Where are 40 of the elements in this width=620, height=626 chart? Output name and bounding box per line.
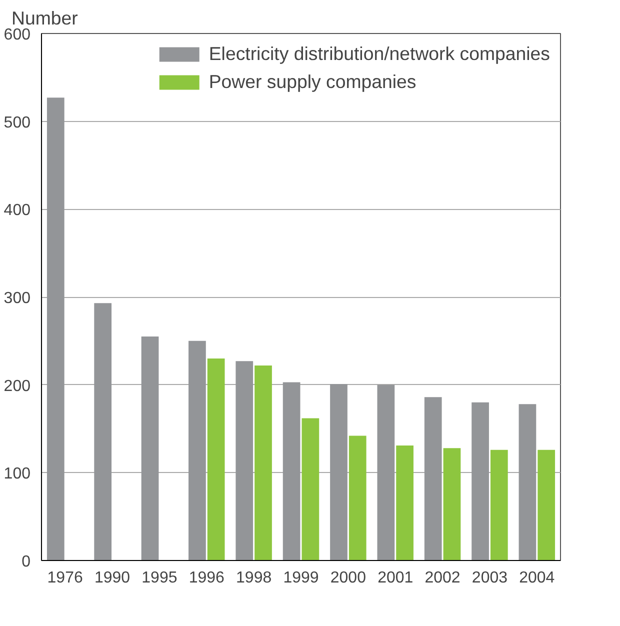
- x-tick-label: 2001: [378, 570, 414, 586]
- bar: [282, 382, 300, 560]
- bar: [443, 448, 461, 560]
- y-axis-title: Number: [12, 8, 78, 28]
- x-tick-label: 1976: [47, 570, 83, 586]
- bar: [490, 450, 508, 560]
- bar: [302, 418, 320, 560]
- y-tick-label: 600: [4, 26, 31, 44]
- y-tick-label: 0: [22, 554, 31, 570]
- y-tick-label: 300: [4, 290, 31, 307]
- x-tick-label: 1995: [142, 570, 178, 586]
- y-tick-label: 400: [4, 202, 31, 220]
- x-tick-label: 1990: [94, 570, 130, 586]
- bar: [518, 404, 536, 560]
- x-tick-label: 2002: [424, 570, 460, 586]
- y-tick-label: 100: [4, 466, 31, 483]
- bar: [141, 336, 159, 560]
- bar: [46, 98, 64, 560]
- bar: [538, 450, 556, 560]
- legend-label: Electricity distribution/network companies: [208, 43, 550, 65]
- bar: [94, 303, 112, 560]
- bar: [472, 402, 489, 560]
- bar: [424, 397, 442, 560]
- legend-label: Power supply companies: [208, 71, 416, 93]
- x-tick-label: 2004: [519, 570, 555, 586]
- y-tick-label: 500: [4, 114, 31, 132]
- y-tick-label: 200: [4, 378, 31, 395]
- bar: [330, 384, 348, 560]
- bar: [207, 358, 225, 560]
- bar: [348, 436, 366, 560]
- x-tick-label: 2003: [472, 570, 508, 586]
- x-tick-label: 1999: [283, 570, 319, 586]
- x-tick-label: 1996: [188, 570, 225, 586]
- bar: [236, 361, 254, 560]
- x-tick-label: 1998: [236, 570, 272, 586]
- bar: [377, 384, 395, 560]
- bar: [396, 445, 414, 560]
- bar: [188, 340, 206, 560]
- x-tick-label: 2000: [330, 570, 366, 586]
- bar: [254, 366, 272, 560]
